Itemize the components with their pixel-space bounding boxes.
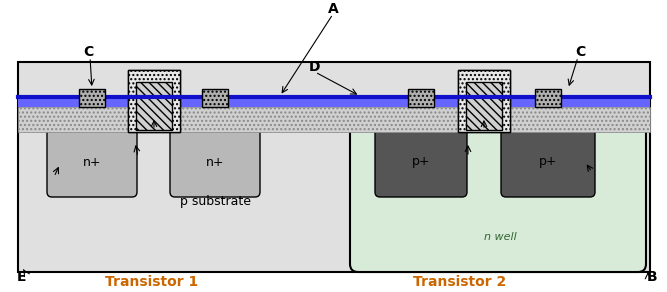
Bar — [458, 97, 510, 107]
Text: n well: n well — [484, 232, 516, 242]
Text: E: E — [17, 270, 27, 284]
Bar — [202, 89, 228, 107]
Text: Transistor 1: Transistor 1 — [105, 275, 199, 289]
FancyBboxPatch shape — [47, 127, 137, 197]
Bar — [136, 82, 172, 130]
Text: B: B — [647, 270, 657, 284]
Bar — [535, 89, 561, 107]
Text: p substrate: p substrate — [179, 196, 251, 208]
FancyBboxPatch shape — [501, 127, 595, 197]
FancyBboxPatch shape — [170, 127, 260, 197]
Bar — [466, 82, 502, 130]
Bar — [128, 70, 180, 132]
Text: p+: p+ — [539, 156, 557, 168]
Bar — [18, 97, 650, 107]
Text: Transistor 2: Transistor 2 — [414, 275, 507, 289]
Bar — [79, 89, 105, 107]
Bar — [136, 82, 172, 130]
Bar — [458, 70, 510, 132]
FancyBboxPatch shape — [350, 122, 646, 272]
Text: C: C — [83, 45, 93, 59]
Bar — [18, 107, 650, 132]
Bar — [458, 70, 510, 132]
Text: C: C — [575, 45, 585, 59]
Bar — [128, 70, 180, 132]
Bar — [128, 97, 180, 107]
Text: n+: n+ — [205, 156, 224, 168]
Bar — [466, 82, 502, 130]
Bar — [18, 62, 650, 272]
Text: D: D — [309, 60, 321, 74]
Text: p+: p+ — [412, 156, 430, 168]
Bar — [408, 89, 434, 107]
FancyBboxPatch shape — [375, 127, 467, 197]
Text: A: A — [327, 2, 338, 16]
Text: n+: n+ — [83, 156, 101, 168]
